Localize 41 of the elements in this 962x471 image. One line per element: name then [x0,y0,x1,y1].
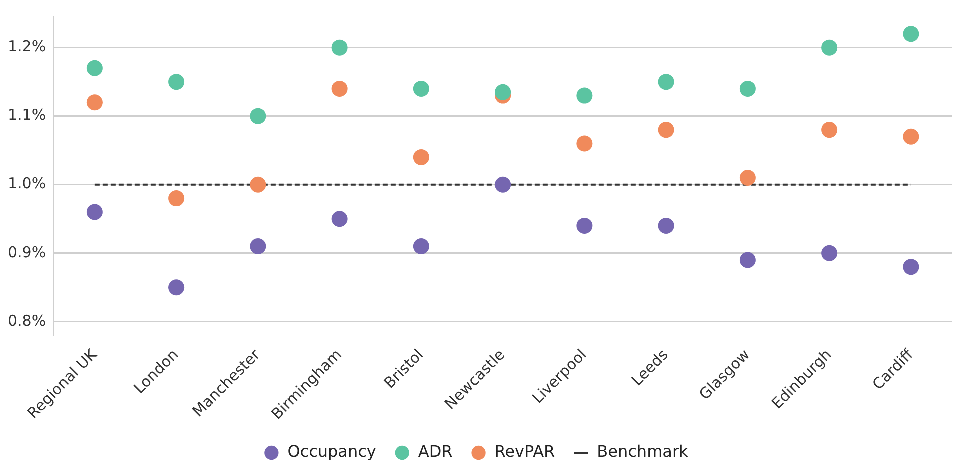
point [495,176,512,193]
point [86,204,103,220]
point [86,94,103,111]
point [86,60,103,76]
point [332,211,348,228]
point [168,190,185,207]
point [413,149,430,166]
legend-label: ADR [418,442,453,462]
point [658,122,674,138]
point [413,80,430,97]
point [903,26,920,42]
y-tick-label: 0.9% [8,243,46,262]
point [332,40,348,56]
point [740,80,756,97]
point [168,280,185,296]
point [822,245,838,262]
point [658,218,674,234]
point [658,74,674,90]
point [413,238,430,255]
point [495,84,512,100]
point [332,80,348,97]
point [740,252,756,268]
point [903,128,920,145]
y-tick-label: 1.0% [8,174,46,193]
legend-label: RevPAR [494,442,556,462]
y-tick-label: 1.2% [8,38,46,56]
y-tick-label: 0.8% [8,312,46,330]
point [250,108,266,124]
point [250,176,266,193]
y-tick-label: 1.1% [8,106,46,124]
point [168,74,185,90]
point [740,170,756,186]
point [903,259,920,276]
point [576,218,593,234]
point [822,40,838,56]
point [822,122,838,138]
legend-label: Occupancy [288,442,376,462]
legend-label: Benchmark [597,442,690,462]
point [250,238,266,255]
point [576,136,593,152]
point [576,88,593,104]
